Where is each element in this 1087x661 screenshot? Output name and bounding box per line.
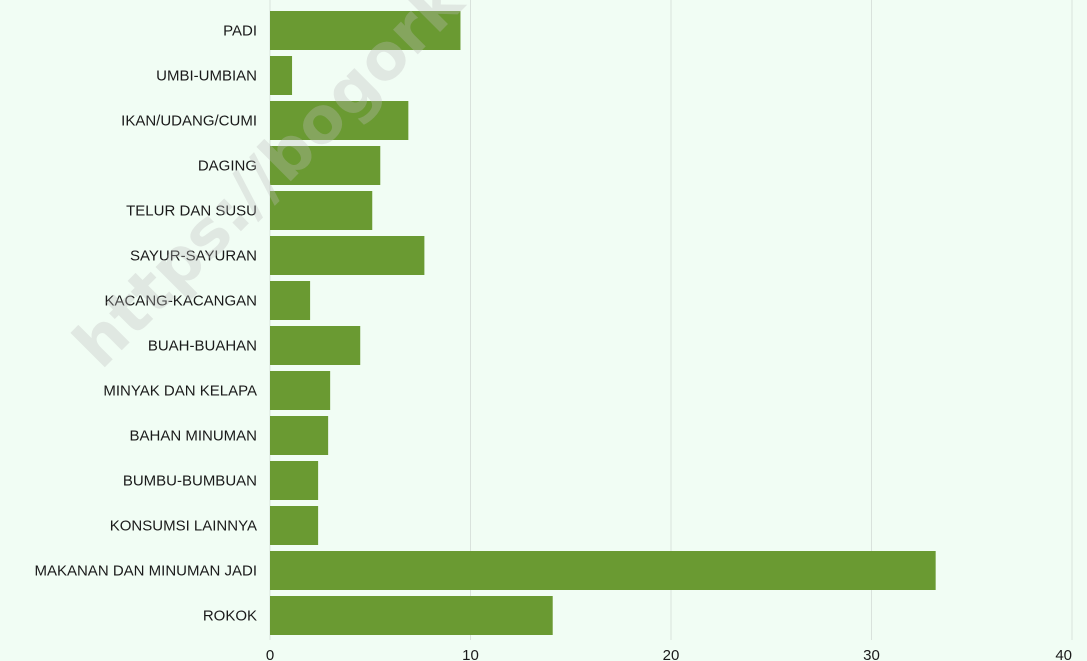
bar [270,56,293,95]
x-axis-ticks: 0 10 20 30 40 [266,647,1072,661]
bar [270,146,381,185]
bar [270,326,361,365]
category-label: DAGING [198,158,257,175]
category-label: MINYAK DAN KELAPA [103,383,257,400]
bar [270,236,425,275]
bar [270,11,461,50]
bar [270,551,936,590]
category-label: KACANG-KACANGAN [104,293,257,310]
category-label: IKAN/UDANG/CUMI [121,113,257,130]
bar [270,371,331,410]
bar [270,596,553,635]
bar [270,101,409,140]
x-tick-label: 0 [266,647,274,661]
x-tick-label: 10 [462,647,479,661]
category-label: SAYUR-SAYURAN [130,248,257,265]
x-tick-label: 40 [1055,647,1072,661]
category-labels: PADI UMBI-UMBIAN IKAN/UDANG/CUMI DAGING TELU… [34,23,257,625]
bar [270,281,311,320]
category-label: BUMBU-BUMBUAN [123,473,257,490]
category-label: BUAH-BUAHAN [148,338,257,355]
bar [270,191,373,230]
category-label: TELUR DAN SUSU [126,203,257,220]
x-tick-label: 20 [663,647,680,661]
bars [270,11,936,635]
category-label: MAKANAN DAN MINUMAN JADI [34,563,257,580]
x-tick-label: 30 [863,647,880,661]
category-label: ROKOK [203,608,257,625]
bar [270,506,319,545]
category-label: BAHAN MINUMAN [129,428,257,445]
bar [270,461,319,500]
category-label: PADI [223,23,257,40]
grid-lines [269,0,1073,640]
category-label: KONSUMSI LAINNYA [110,518,257,535]
bar [270,416,329,455]
category-label: UMBI-UMBIAN [156,68,257,85]
